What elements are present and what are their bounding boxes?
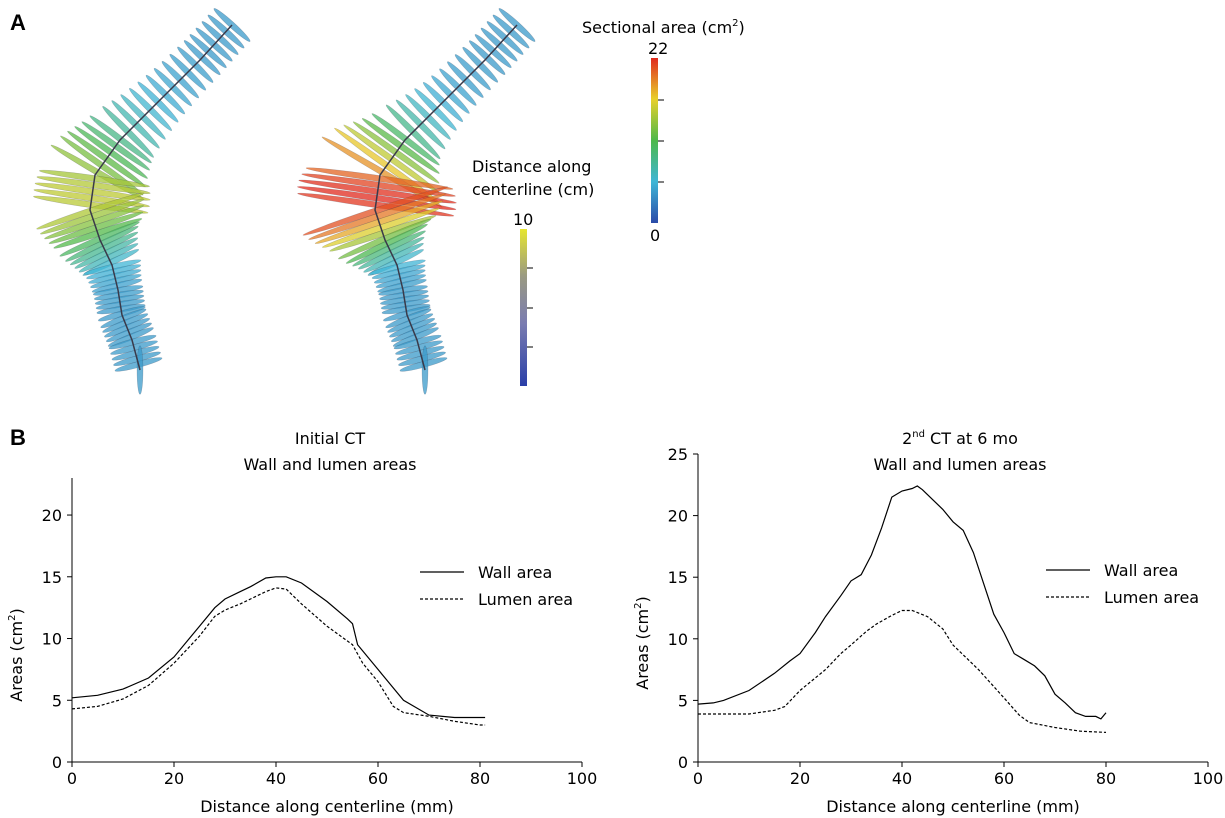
distance-colorbar-title-2: centerline (cm) [472,180,594,199]
chart-title-line-2: Wall and lumen areas [873,455,1046,474]
y-axis-label: Areas (cm2) [7,608,26,702]
sectional-area-colorbar: Sectional area (cm2) 22 0 [582,18,745,245]
lumen-area-line [71,587,486,726]
x-tick-label: 0 [67,769,77,788]
sectional-colorbar-bar [651,58,658,223]
chart-second-ct: 0 20 40 60 80 100 0 5 10 15 20 25 Distance along cen… [633,429,1223,816]
x-tick-label: 80 [1096,769,1116,788]
y-tick-label: 5 [52,691,62,710]
sectional-colorbar-max: 22 [648,39,668,58]
x-tick-label: 60 [368,769,388,788]
panel-a-label: A [10,10,26,35]
y-tick-label: 15 [668,568,688,587]
chart-initial-ct: 0 20 40 60 80 100 0 5 10 15 20 Distance along cente… [7,429,597,816]
y-tick-label: 5 [678,691,688,710]
x-axis-label: Distance along centerline (mm) [200,797,454,816]
distance-colorbar-max: 10 [513,210,533,229]
x-tick-label: 60 [994,769,1014,788]
y-tick-label: 25 [668,445,688,464]
distance-colorbar-bar [520,229,527,386]
distance-colorbar-title-1: Distance along [472,157,591,176]
x-axis-label: Distance along centerline (mm) [826,797,1080,816]
x-tick-label: 40 [892,769,912,788]
centerline-path [89,24,233,371]
legend-label: Wall area [1104,561,1178,580]
y-tick-label: 15 [42,568,62,587]
y-tick-label: 20 [42,506,62,525]
chart-title-line-1: 2nd CT at 6 mo [902,429,1018,448]
lumen-area-line [698,609,1107,733]
centerline-path [374,24,518,371]
aorta-rendering-initial [33,8,251,395]
y-axis-label: Areas (cm2) [633,596,652,690]
distance-colorbar: Distance along centerline (cm) 10 [472,157,594,386]
chart-title-line-1: Initial CT [295,429,366,448]
legend-label: Lumen area [478,590,573,609]
legend-label: Wall area [478,563,552,582]
y-tick-label: 10 [668,630,688,649]
x-tick-label: 100 [567,769,598,788]
y-tick-label: 20 [668,507,688,526]
y-tick-label: 0 [678,753,688,772]
wall-area-line [697,485,1107,720]
sectional-colorbar-min: 0 [650,226,660,245]
y-tick-label: 10 [42,630,62,649]
x-tick-label: 40 [266,769,286,788]
panel-b-label: B [10,425,26,450]
legend-label: Lumen area [1104,588,1199,607]
chart-title-line-2: Wall and lumen areas [243,455,416,474]
y-tick-label: 0 [52,753,62,772]
aorta-rendering-followup [297,8,536,395]
x-tick-label: 20 [164,769,184,788]
x-tick-label: 100 [1193,769,1224,788]
x-tick-label: 20 [790,769,810,788]
wall-area-line [71,576,486,719]
x-tick-label: 80 [470,769,490,788]
sectional-colorbar-title: Sectional area (cm2) [582,18,745,37]
x-tick-label: 0 [693,769,703,788]
